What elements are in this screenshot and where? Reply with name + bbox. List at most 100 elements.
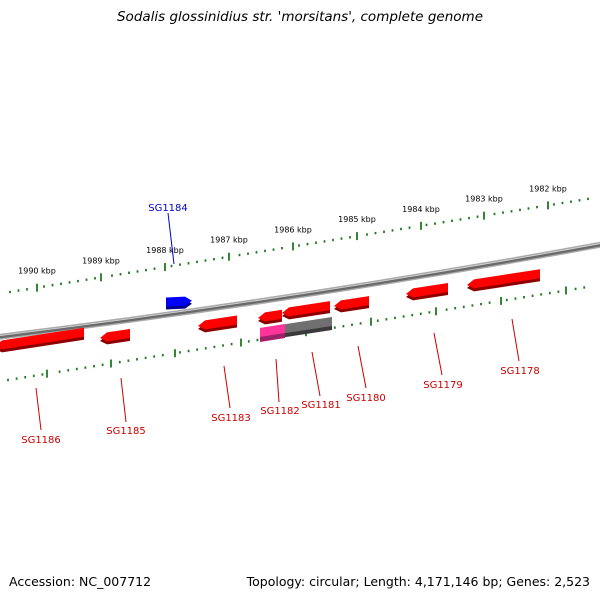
gene-label-SG1179[interactable]: SG1179 — [423, 380, 463, 391]
leader-line-SG1186 — [35, 387, 42, 431]
upper-track-minor-tick — [111, 274, 113, 277]
upper-track-minor-tick — [179, 263, 181, 266]
upper-track-minor-tick — [26, 288, 28, 291]
gene-label-SG1185[interactable]: SG1185 — [106, 426, 146, 437]
lower-track-major-tick — [240, 338, 242, 347]
lower-track-minor-tick — [15, 377, 18, 380]
upper-track-minor-tick — [468, 216, 470, 220]
upper-track-major-tick — [356, 232, 358, 241]
leader-line-SG1181 — [311, 351, 321, 397]
upper-track-minor-tick — [213, 258, 215, 261]
gene-SG1186-face — [0, 327, 84, 350]
lower-track-major-tick — [110, 359, 112, 368]
backbone-line — [0, 243, 600, 339]
lower-track-minor-tick — [179, 351, 181, 354]
lower-track-minor-tick — [359, 322, 362, 325]
gene-SG1180[interactable] — [334, 296, 369, 313]
upper-track-minor-tick — [272, 248, 275, 251]
gene-label-SG1186[interactable]: SG1186 — [21, 435, 61, 446]
upper-track-minor-tick — [51, 284, 54, 287]
lower-track-minor-tick — [540, 293, 543, 296]
lower-track-minor-tick — [480, 302, 482, 306]
upper-track-minor-tick — [366, 233, 368, 236]
upper-track-minor-tick — [9, 290, 11, 294]
lower-track-minor-tick — [333, 326, 336, 329]
gene-label-SG1184[interactable]: SG1184 — [148, 203, 188, 214]
tick-layer — [7, 197, 589, 382]
leader-line-SG1185 — [120, 377, 127, 423]
gene-label-SG1182[interactable]: SG1182 — [260, 406, 300, 417]
lower-track-minor-tick — [583, 286, 586, 289]
overlap-pink-face — [260, 324, 285, 337]
lower-track-minor-tick — [471, 304, 474, 307]
upper-track-minor-tick — [221, 256, 224, 259]
gene-SG1179[interactable] — [406, 283, 448, 301]
gene-SG1181[interactable] — [282, 301, 330, 320]
upper-track-minor-tick — [536, 205, 538, 209]
upper-track-minor-tick — [247, 252, 249, 255]
gene-label-SG1181[interactable]: SG1181 — [301, 400, 341, 411]
gene-SG1182-face — [258, 309, 282, 322]
lower-track-minor-tick — [153, 355, 156, 358]
leader-line-SG1179 — [433, 332, 443, 376]
lower-track-minor-tick — [144, 356, 147, 360]
upper-track-minor-tick — [136, 270, 139, 273]
upper-track-minor-tick — [187, 262, 190, 265]
lower-track-major-tick — [370, 317, 372, 326]
scale-label: 1990 kbp — [18, 267, 56, 276]
scale-label: 1984 kbp — [402, 205, 440, 214]
lower-track-minor-tick — [351, 323, 353, 326]
gene-label-SG1178[interactable]: SG1178 — [500, 366, 540, 377]
lower-track-minor-tick — [230, 342, 233, 346]
lower-track-major-tick — [435, 307, 437, 316]
upper-track-minor-tick — [493, 212, 496, 216]
upper-track-major-tick — [36, 283, 38, 292]
lower-track-minor-tick — [531, 294, 534, 297]
lower-track-minor-tick — [411, 313, 414, 317]
gene-SG1178[interactable] — [467, 269, 540, 292]
upper-track-minor-tick — [400, 227, 402, 231]
scale-label: 1986 kbp — [274, 225, 312, 234]
lower-track-minor-tick — [222, 344, 224, 347]
upper-track-minor-tick — [349, 236, 351, 239]
lower-track-minor-tick — [548, 291, 551, 295]
gene-SG1182-overlap[interactable] — [260, 317, 332, 342]
scale-label: 1983 kbp — [465, 195, 503, 204]
gene-SG1184[interactable] — [166, 296, 192, 310]
upper-track-minor-tick — [77, 279, 79, 283]
upper-track-minor-tick — [570, 200, 572, 203]
scale-label: 1982 kbp — [529, 184, 567, 193]
upper-track-minor-tick — [459, 218, 462, 221]
upper-track-minor-tick — [306, 242, 309, 246]
gene-SG1178-face — [467, 269, 540, 289]
upper-track-minor-tick — [145, 268, 147, 272]
lower-track-minor-tick — [7, 378, 9, 382]
leader-line-SG1183 — [223, 365, 231, 409]
lower-track-minor-tick — [84, 366, 87, 369]
lower-track-minor-tick — [75, 367, 78, 371]
lower-track-minor-tick — [32, 374, 35, 378]
lower-track-minor-tick — [514, 297, 517, 300]
lower-track-minor-tick — [462, 305, 465, 309]
lower-track-minor-tick — [213, 345, 216, 349]
gene-SG1183[interactable] — [198, 315, 237, 333]
upper-track-major-tick — [164, 263, 166, 271]
gene-layer — [0, 269, 540, 353]
upper-track-major-tick — [483, 211, 485, 220]
gene-SG1185[interactable] — [100, 328, 130, 345]
gene-SG1181-face — [282, 301, 330, 317]
upper-track-minor-tick — [264, 249, 266, 253]
gene-label-SG1183[interactable]: SG1183 — [211, 413, 251, 424]
upper-track-minor-tick — [391, 229, 394, 232]
gene-SG1186[interactable] — [0, 327, 84, 353]
lower-track-minor-tick — [161, 354, 164, 357]
lower-track-minor-tick — [454, 307, 457, 310]
lower-track-minor-tick — [557, 290, 560, 293]
gene-SG1182[interactable] — [258, 309, 282, 325]
upper-track-minor-tick — [17, 289, 20, 292]
upper-track-minor-tick — [383, 230, 385, 233]
upper-track-minor-tick — [153, 267, 156, 270]
upper-track-minor-tick — [332, 238, 334, 242]
gene-label-SG1180[interactable]: SG1180 — [346, 393, 386, 404]
